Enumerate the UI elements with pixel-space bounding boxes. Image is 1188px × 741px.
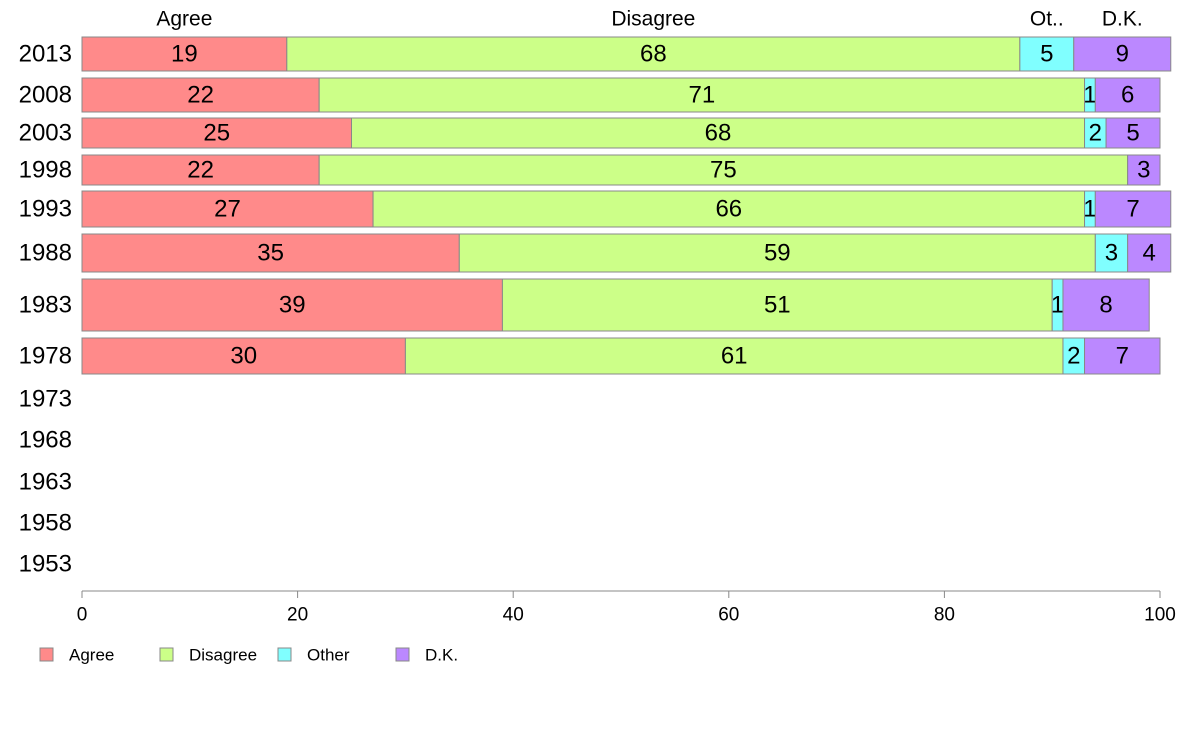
- data-label-1993-agree: 27: [214, 196, 241, 223]
- data-label-2013-disagree: 68: [640, 41, 667, 68]
- year-label-2013: 2013: [19, 41, 72, 68]
- data-label-1988-agree: 35: [257, 240, 284, 267]
- legend-label-dk: D.K.: [425, 646, 458, 665]
- bar-1978-agree: [81, 337, 406, 375]
- data-label-1988-other: 3: [1105, 240, 1118, 267]
- year-label-2003: 2003: [19, 120, 72, 147]
- column-header-3: D.K.: [1102, 8, 1143, 31]
- year-label-1953: 1953: [19, 551, 72, 578]
- data-label-1983-other: 1: [1051, 292, 1064, 319]
- column-header-1: Disagree: [611, 8, 695, 31]
- data-label-1978-agree: 30: [230, 343, 257, 370]
- data-label-1998-disagree: 75: [710, 157, 737, 184]
- x-tick-label-60: 60: [718, 605, 739, 626]
- data-label-2008-other: 1: [1083, 82, 1096, 109]
- data-label-1988-dk: 4: [1143, 240, 1156, 267]
- year-label-1983: 1983: [19, 292, 72, 319]
- bar-2008-agree: [81, 77, 320, 113]
- legend-swatch-disagree: [159, 647, 174, 662]
- x-tick-label-40: 40: [503, 605, 524, 626]
- data-label-2008-dk: 6: [1121, 82, 1134, 109]
- data-label-2013-dk: 9: [1116, 41, 1129, 68]
- legend-label-agree: Agree: [69, 646, 114, 665]
- year-label-1968: 1968: [19, 427, 72, 454]
- bar-1993-dk: [1094, 190, 1172, 228]
- year-label-1988: 1988: [19, 240, 72, 267]
- bar-2003-agree: [81, 117, 352, 149]
- year-label-1958: 1958: [19, 510, 72, 537]
- column-header-2: Ot..: [1030, 8, 1064, 31]
- year-label-1973: 1973: [19, 386, 72, 413]
- data-label-1978-dk: 7: [1116, 343, 1129, 370]
- x-tick-label-80: 80: [934, 605, 955, 626]
- data-label-2003-disagree: 68: [705, 120, 732, 147]
- bar-1983-disagree: [501, 278, 1053, 332]
- data-label-2013-agree: 19: [171, 41, 198, 68]
- x-tick-label-20: 20: [287, 605, 308, 626]
- year-label-1963: 1963: [19, 469, 72, 496]
- year-label-1978: 1978: [19, 343, 72, 370]
- data-label-2003-agree: 25: [203, 120, 230, 147]
- bar-1998-agree: [81, 154, 320, 186]
- data-label-1998-dk: 3: [1137, 157, 1150, 184]
- data-label-1978-other: 2: [1067, 343, 1080, 370]
- bar-1988-agree: [81, 233, 460, 273]
- bar-2013-dk: [1073, 36, 1172, 72]
- data-label-1998-agree: 22: [187, 157, 214, 184]
- data-label-1993-dk: 7: [1126, 196, 1139, 223]
- bar-1978-disagree: [404, 337, 1064, 375]
- data-label-1983-dk: 8: [1099, 292, 1112, 319]
- bar-2013-disagree: [286, 36, 1021, 72]
- bar-2013-other: [1019, 36, 1075, 72]
- bar-2008-dk: [1094, 77, 1161, 113]
- bar-1998-disagree: [318, 154, 1129, 186]
- x-tick-label-0: 0: [77, 605, 88, 626]
- data-label-1983-agree: 39: [279, 292, 306, 319]
- year-label-1993: 1993: [19, 196, 72, 223]
- data-label-1978-disagree: 61: [721, 343, 748, 370]
- year-label-1998: 1998: [19, 157, 72, 184]
- legend-swatch-agree: [39, 647, 54, 662]
- bar-1988-dk: [1127, 233, 1172, 273]
- data-label-2008-disagree: 71: [688, 82, 715, 109]
- column-header-0: Agree: [156, 8, 212, 31]
- bar-2013-agree: [81, 36, 288, 72]
- bar-2008-disagree: [318, 77, 1086, 113]
- legend-label-disagree: Disagree: [189, 646, 257, 665]
- bar-2003-dk: [1105, 117, 1161, 149]
- legend-swatch-other: [277, 647, 292, 662]
- x-tick-label-100: 100: [1144, 605, 1176, 626]
- bar-1978-dk: [1084, 337, 1161, 375]
- data-label-2013-other: 5: [1040, 41, 1053, 68]
- bar-1993-disagree: [372, 190, 1086, 228]
- data-label-1993-other: 1: [1083, 196, 1096, 223]
- data-label-1993-disagree: 66: [715, 196, 742, 223]
- bar-2003-disagree: [351, 117, 1086, 149]
- year-label-2008: 2008: [19, 82, 72, 109]
- data-label-2003-other: 2: [1089, 120, 1102, 147]
- bar-1993-agree: [81, 190, 374, 228]
- bar-1983-agree: [81, 278, 503, 332]
- data-label-1983-disagree: 51: [764, 292, 791, 319]
- data-label-1988-disagree: 59: [764, 240, 791, 267]
- data-label-2003-dk: 5: [1126, 120, 1139, 147]
- legend-swatch-dk: [395, 647, 410, 662]
- legend-label-other: Other: [307, 646, 350, 665]
- bar-1998-dk: [1127, 154, 1161, 186]
- bar-1988-other: [1094, 233, 1129, 273]
- bar-1983-dk: [1062, 278, 1150, 332]
- data-label-2008-agree: 22: [187, 82, 214, 109]
